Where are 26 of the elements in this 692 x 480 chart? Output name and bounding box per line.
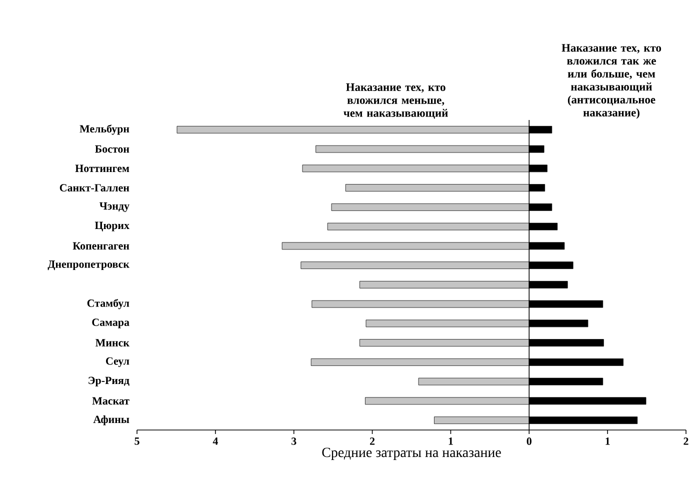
y-tick-label: Ноттингем [75, 164, 130, 172]
x-axis-title: Средние затраты на наказание [322, 448, 501, 460]
y-tick-label: Цюрих [94, 222, 130, 232]
x-tick-label: 1 [606, 438, 610, 445]
x-tick-label: 0 [526, 438, 532, 445]
y-tick-label: Афины [93, 415, 130, 426]
y-tick-label: Мельбурн [80, 124, 130, 135]
x-tick-label: 2 [370, 438, 375, 445]
y-tick-label: Сеул [106, 357, 130, 367]
y-tick-label: Эр-Рияд [88, 376, 130, 386]
y-tick-label: Санкт-Галлен [60, 184, 130, 192]
x-tick-label: 1 [448, 438, 453, 445]
series-label: Наказание тех, кто вложился так же или больше, чем наказывающий (антисоциальное наказание) [562, 44, 662, 119]
y-tick-label: Минск [96, 339, 130, 346]
y-tick-label: Маскат [92, 397, 130, 405]
y-tick-label: Бостон [95, 145, 130, 153]
y-tick-label: Самара [92, 318, 130, 328]
y-tick-label: Днепропетровск [48, 260, 130, 270]
series-label: Наказание тех, кто вложился меньше, чем наказывающий [344, 83, 448, 119]
y-tick-label: Копенгаген [72, 242, 130, 250]
y-tick-label: Стамбул [87, 298, 130, 310]
x-tick-label: 2 [684, 438, 688, 445]
y-tick-label: Чэнду [100, 202, 130, 212]
x-tick-label: 5 [134, 438, 140, 445]
x-tick-label: 3 [292, 438, 296, 445]
x-tick-label: 4 [212, 438, 218, 445]
